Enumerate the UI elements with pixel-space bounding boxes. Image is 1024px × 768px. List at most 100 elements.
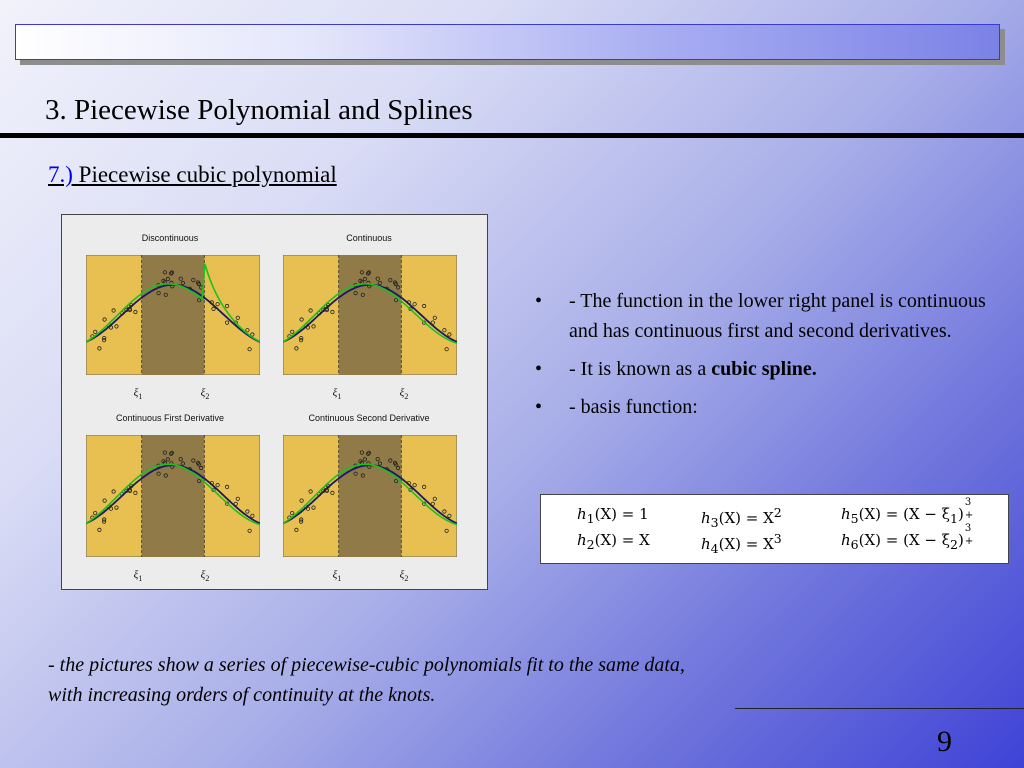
section-heading-text: Piecewise cubic polynomial (72, 162, 337, 187)
data-point (197, 478, 202, 484)
data-point (211, 306, 216, 312)
data-point (97, 527, 102, 533)
data-point (235, 315, 240, 320)
data-point (128, 483, 134, 489)
data-point (432, 496, 437, 501)
data-point (359, 450, 365, 455)
data-point (447, 513, 452, 518)
data-point (169, 271, 174, 276)
bullet-text: - basis function: (569, 396, 698, 418)
data-point (298, 519, 304, 524)
data-point (299, 317, 304, 322)
basis-h5: h5(X) = (X − ξ1) 3 + (841, 497, 974, 526)
data-point (111, 489, 116, 494)
data-point (444, 528, 449, 533)
spline-figure: Discontinuous ξ1 ξ2 Continuous ξ1 ξ2 Con… (61, 214, 488, 590)
plot-continuous-first-derivative (86, 435, 260, 557)
data-point (375, 276, 380, 281)
data-point (114, 324, 119, 329)
data-point (442, 328, 447, 333)
data-point (321, 307, 326, 313)
middle-region (141, 255, 205, 375)
data-point (225, 320, 230, 325)
data-point (180, 280, 186, 286)
data-point (432, 315, 437, 320)
plot-discontinuous (86, 255, 260, 375)
data-point (308, 489, 313, 494)
page-number: 9 (937, 725, 952, 758)
section-heading: 7.) Piecewise cubic polynomial (48, 162, 337, 188)
data-point (321, 488, 326, 493)
bullet-text: - It is known as a (569, 358, 712, 380)
middle-region (338, 255, 402, 375)
data-point (124, 307, 129, 313)
basis-h1: h1(X) = 1 (577, 505, 649, 526)
data-point (215, 482, 220, 488)
data-point (97, 346, 102, 351)
figure-caption: - the pictures show a series of piecewis… (48, 650, 878, 710)
knot-xi2-label: ξ2 (399, 387, 409, 402)
data-point (311, 324, 316, 329)
data-point (250, 332, 255, 337)
knot-xi1-label: ξ1 (133, 569, 143, 584)
basis-functions-box: h1(X) = 1 h2(X) = X h3(X) = X2 h4(X) = X… (540, 494, 1009, 564)
data-point (394, 478, 399, 484)
data-point (165, 457, 171, 462)
data-point (247, 347, 252, 352)
data-point (447, 332, 452, 337)
title-divider (0, 133, 1024, 138)
panel-title-discontinuous: Discontinuous (141, 233, 199, 243)
data-point (290, 511, 295, 516)
data-point (375, 456, 380, 462)
section-number[interactable]: 7.) (48, 162, 73, 187)
data-point (195, 280, 201, 285)
knot-xi2-label: ξ2 (399, 569, 409, 584)
bullet-list: - The function in the lower right panel … (535, 286, 990, 430)
data-point (165, 276, 171, 282)
data-point (191, 277, 196, 283)
data-point (377, 280, 383, 286)
data-point (366, 271, 371, 276)
data-point (195, 460, 201, 465)
data-point (396, 285, 401, 290)
data-point (245, 509, 250, 514)
data-point (101, 338, 107, 343)
data-point (360, 473, 365, 478)
data-point (161, 278, 166, 283)
data-point (392, 460, 398, 465)
knot-xi1-label: ξ1 (332, 569, 342, 584)
plot-continuous (283, 255, 457, 375)
data-point (245, 328, 250, 333)
data-point (247, 528, 252, 533)
data-point (133, 490, 138, 496)
data-point (235, 496, 240, 501)
data-point (311, 505, 316, 510)
data-point (162, 270, 168, 275)
data-point (124, 488, 129, 493)
slide-title: 3. Piecewise Polynomial and Splines (45, 94, 473, 126)
data-point (215, 302, 220, 307)
data-point (430, 320, 435, 325)
fitted-spline-curve (283, 463, 457, 526)
middle-region (338, 435, 402, 557)
data-point (359, 270, 365, 275)
data-point (353, 471, 358, 476)
basis-h3: h3(X) = X2 (701, 505, 782, 530)
data-point (128, 303, 134, 308)
bullet-text: - The function in the lower right panel … (569, 290, 986, 342)
panel-title-continuous-first-derivative: Continuous First Derivative (115, 413, 225, 423)
data-point (362, 457, 368, 462)
data-point (360, 292, 365, 297)
data-point (250, 513, 255, 518)
data-point (197, 298, 202, 303)
data-point (392, 280, 398, 285)
data-point (178, 456, 183, 462)
data-point (93, 511, 98, 516)
data-point (102, 498, 107, 503)
data-point (102, 317, 107, 322)
data-point (199, 465, 204, 471)
data-point (394, 298, 399, 303)
bullet-item: - basis function: (535, 392, 990, 422)
data-point (209, 480, 214, 486)
data-point (156, 290, 161, 296)
